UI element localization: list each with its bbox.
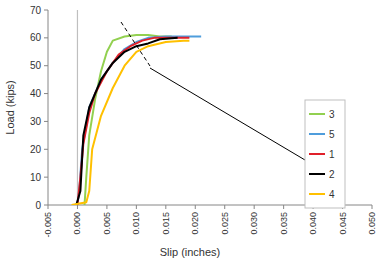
x-tick xyxy=(254,205,255,209)
x-tick xyxy=(48,205,49,209)
series-line xyxy=(77,36,201,205)
y-tick xyxy=(44,177,48,178)
annotation-leader xyxy=(150,68,305,160)
y-tick-label: 50 xyxy=(30,60,42,71)
legend-label: 1 xyxy=(329,149,335,160)
x-tick xyxy=(165,205,166,209)
legend-swatch xyxy=(309,113,325,115)
y-tick xyxy=(44,93,48,94)
y-tick xyxy=(44,10,48,11)
x-tick-label: 0.020 xyxy=(190,212,200,235)
x-tick-label: 0.005 xyxy=(102,212,112,235)
y-tick-label: 10 xyxy=(30,172,42,183)
y-tick xyxy=(44,149,48,150)
x-tick xyxy=(195,205,196,209)
y-tick-label: 30 xyxy=(30,116,42,127)
y-tick-label: 40 xyxy=(30,88,42,99)
x-tick-label: 0.030 xyxy=(249,212,259,235)
y-tick xyxy=(44,121,48,122)
x-tick xyxy=(77,205,78,209)
x-axis-title: Slip (inches) xyxy=(160,246,221,258)
y-axis-title: Load (kips) xyxy=(4,80,16,134)
y-tick-label: 70 xyxy=(30,5,42,16)
legend-label: 5 xyxy=(329,129,335,140)
series-line xyxy=(77,38,189,205)
y-tick xyxy=(44,65,48,66)
x-tick-label: 0.010 xyxy=(131,212,141,235)
x-tick-label: 0.035 xyxy=(279,212,289,235)
annotation-dashed xyxy=(121,22,150,66)
y-tick xyxy=(44,37,48,38)
x-tick xyxy=(372,205,373,209)
series-line xyxy=(72,41,190,205)
legend-label: 3 xyxy=(329,109,335,120)
legend-box xyxy=(305,100,345,208)
x-tick-label: -0.005 xyxy=(43,212,53,238)
x-tick xyxy=(283,205,284,209)
legend-swatch xyxy=(309,173,325,175)
x-tick xyxy=(106,205,107,209)
x-tick-label: 0.025 xyxy=(220,212,230,235)
legend-swatch xyxy=(309,133,325,135)
legend-label: 4 xyxy=(329,189,335,200)
x-tick-label: 0.015 xyxy=(161,212,171,235)
legend-swatch xyxy=(309,193,325,195)
legend-swatch xyxy=(309,153,325,155)
legend-label: 2 xyxy=(329,169,335,180)
y-tick xyxy=(44,205,48,206)
y-tick-label: 60 xyxy=(30,32,42,43)
y-tick-label: 20 xyxy=(30,144,42,155)
chart: 0 10 20 30 40 50 60 70 -0.005 0.000 0.005 0.010 0.01… xyxy=(0,0,385,262)
x-tick-label: 0.050 xyxy=(367,212,377,235)
x-tick xyxy=(224,205,225,209)
y-axis xyxy=(48,10,49,205)
plot-area xyxy=(72,35,202,205)
x-tick-label: 0.000 xyxy=(72,212,82,235)
x-tick-label: 0.040 xyxy=(308,212,318,235)
x-tick-label: 0.045 xyxy=(338,212,348,235)
zero-line xyxy=(77,10,78,205)
x-tick xyxy=(136,205,137,209)
y-tick-label: 0 xyxy=(35,200,41,211)
